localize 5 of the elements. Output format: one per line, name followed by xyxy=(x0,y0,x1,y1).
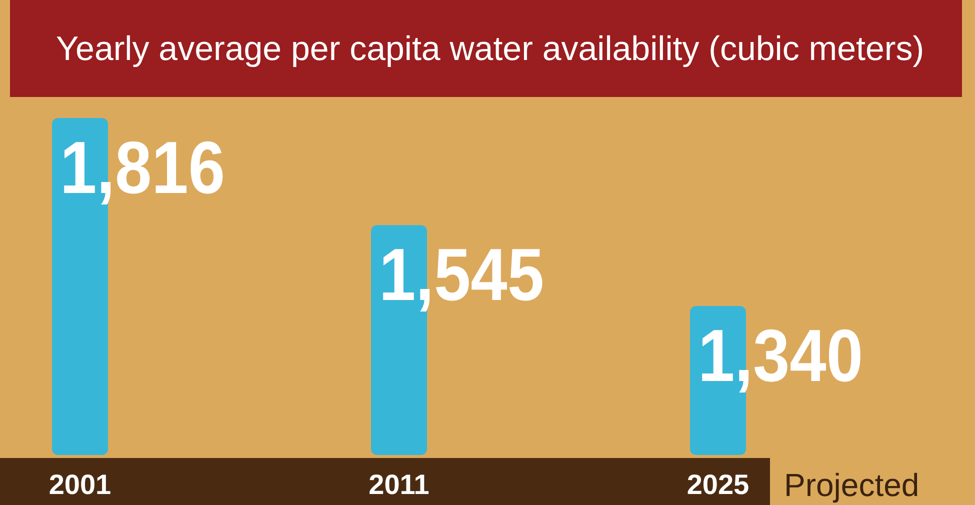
x-tick-label: 2011 xyxy=(368,469,430,500)
chart-title: Yearly average per capita water availability (cubic meters) xyxy=(56,30,924,68)
text: Projected xyxy=(784,467,920,503)
x-tick-label: 2001 xyxy=(48,469,112,500)
x-tick-label: 2025 xyxy=(686,469,750,500)
